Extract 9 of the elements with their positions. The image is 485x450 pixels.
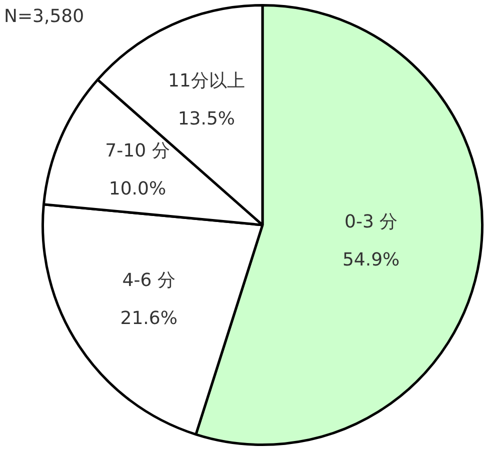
data-label: 21.6%	[120, 308, 178, 329]
slice-label: 11分以上	[168, 70, 245, 92]
slice-label: 7-10 分	[105, 140, 170, 162]
text: N=3,580	[4, 6, 84, 27]
data-label: 13.5%	[178, 108, 236, 130]
slice-label: 0-3 分	[344, 212, 398, 233]
data-label: 54.9%	[342, 250, 400, 271]
slice-label: 4-6 分	[122, 270, 176, 291]
data-label: 10.0%	[108, 178, 166, 200]
